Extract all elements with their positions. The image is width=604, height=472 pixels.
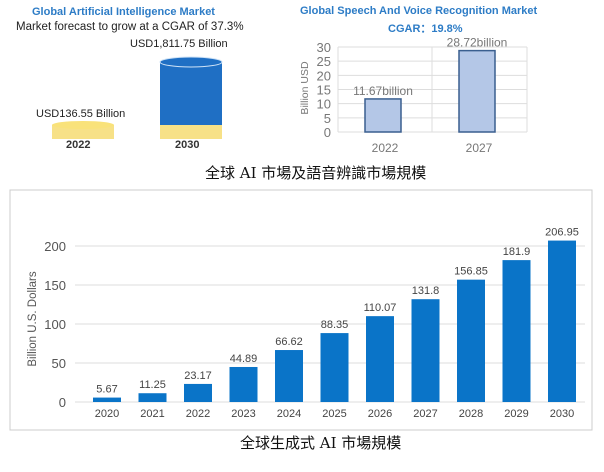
caption-top: 全球 AI 市場及語音辨識市場規模 [205,164,427,182]
speech-xtick: 2022 [372,141,399,155]
speech-ytick: 20 [317,68,331,83]
bottom-data-label: 206.95 [545,227,579,239]
ai-market-title: Global Artificial Intelligence Market [32,6,215,18]
bottom-bar-2028 [457,279,485,402]
ai-bar-2030-top [159,56,223,68]
bottom-data-label: 110.07 [364,302,397,314]
ai-market-subtitle: Market forecast to grow at a CGAR of 37.… [16,21,244,33]
ai-label-2030: USD1,811.75 Billion [130,38,228,50]
bottom-xtick: 2025 [322,408,346,420]
ai-year-2022: 2022 [66,139,91,151]
bottom-xtick: 2028 [459,408,483,420]
bottom-data-label: 156.85 [454,266,488,278]
speech-data-label: 28.72billion [447,36,508,50]
bottom-bar-2027 [411,299,440,402]
bottom-bar-2024 [275,350,303,402]
bottom-data-label: 23.17 [184,370,212,382]
bottom-chart-frame [9,189,593,431]
bottom-bar-2026 [366,316,394,402]
speech-data-label: 11.67billion [353,84,413,98]
bottom-bar-2030 [548,240,576,402]
speech-ytick: 10 [317,97,331,112]
bottom-ytick: 100 [44,317,66,332]
ai-label-2022: USD136.55 Billion [36,108,126,120]
bottom-ytick: 0 [59,395,66,410]
speech-ytick: 30 [317,40,331,55]
bottom-bar-2022 [184,383,212,402]
bottom-xtick: 2021 [140,408,164,420]
bottom-data-label: 66.62 [275,336,303,348]
ai-bar-2030 [160,62,222,125]
bottom-data-label: 181.9 [503,246,531,258]
bottom-data-label: 131.8 [412,285,440,297]
caption-bottom: 全球生成式 AI 市場規模 [240,434,402,452]
bottom-xtick: 2024 [277,408,301,420]
bottom-bar-2020 [93,397,121,402]
bottom-xtick: 2029 [504,408,528,420]
bottom-xtick: 2020 [95,408,119,420]
speech-ytick: 0 [324,125,331,140]
bottom-data-label: 44.89 [230,353,258,365]
bottom-data-label: 88.35 [321,319,349,331]
ai-bar-2030-base [160,125,222,139]
speech-bar [364,98,402,133]
bottom-xtick: 2026 [368,408,392,420]
bottom-ytick: 150 [44,278,66,293]
bottom-xtick: 2022 [186,408,210,420]
speech-xtick: 2027 [466,141,493,155]
bottom-ytick: 200 [44,239,66,254]
speech-ytick: 15 [317,83,331,98]
bottom-bar-2025 [320,333,349,402]
speech-ytick: 5 [324,111,331,126]
bottom-data-label: 11.25 [139,379,166,391]
speech-subtitle: CGAR：19.8% [388,23,463,35]
speech-bar [458,49,496,133]
bottom-bar-2021 [138,393,167,402]
bottom-data-label: 5.67 [96,384,117,396]
bottom-xtick: 2023 [231,408,255,420]
ai-bar-2022 [52,125,114,139]
speech-title: Global Speech And Voice Recognition Mark… [300,5,538,17]
ai-year-2030: 2030 [175,139,200,151]
bottom-ytick: 50 [52,356,66,371]
speech-ytick: 25 [317,54,331,69]
bottom-bar-2023 [229,366,258,402]
ai-bar-2022-top [52,121,114,129]
bottom-xtick: 2030 [550,408,574,420]
bottom-bar-2029 [502,260,531,402]
bottom-xtick: 2027 [413,408,437,420]
